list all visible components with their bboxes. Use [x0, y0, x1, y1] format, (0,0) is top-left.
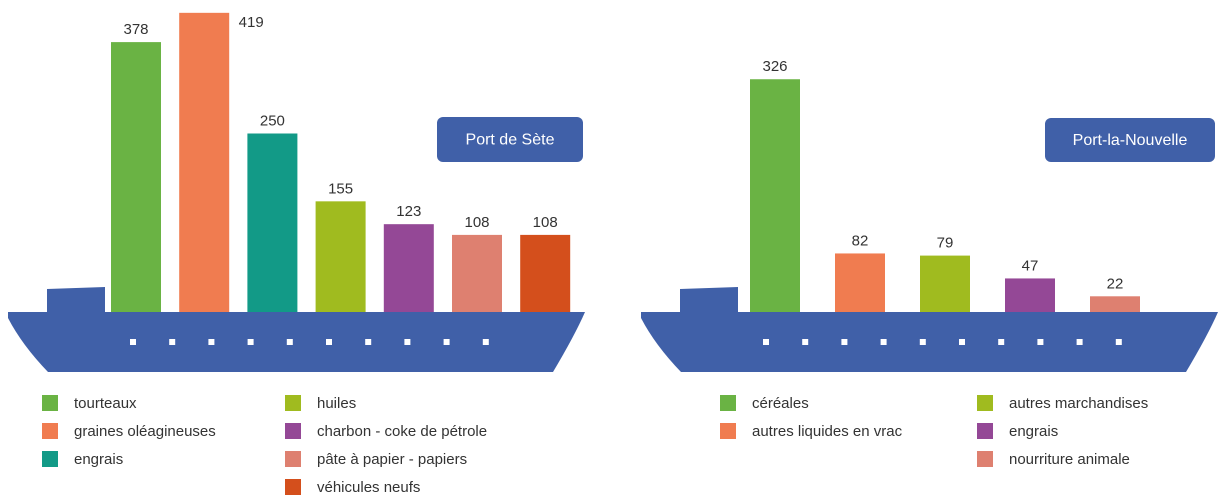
porthole: [365, 339, 372, 345]
value-label: 326: [762, 58, 787, 75]
legend-swatch: [42, 423, 58, 439]
value-label: 419: [239, 14, 264, 31]
bar: [835, 253, 885, 312]
bar: [920, 255, 970, 312]
legend-swatch: [42, 451, 58, 467]
legend-swatch: [977, 423, 993, 439]
legend-label: céréales: [752, 395, 809, 412]
legend-label: autres liquides en vrac: [752, 423, 903, 440]
legend-swatch: [977, 395, 993, 411]
legend-label: pâte à papier - papiers: [317, 451, 467, 468]
legend-swatch: [285, 423, 301, 439]
porthole: [286, 339, 293, 345]
value-label: 22: [1107, 275, 1124, 292]
legend-swatch: [285, 479, 301, 495]
title-box: [437, 117, 583, 162]
legend-swatch: [285, 395, 301, 411]
chart-title: Port-la-Nouvelle: [1073, 132, 1188, 149]
porthole: [443, 339, 450, 345]
porthole: [959, 339, 965, 345]
legend-swatch: [977, 451, 993, 467]
legend-label: tourteaux: [74, 395, 137, 412]
chart-title: Port de Sète: [466, 132, 555, 149]
legend-label: charbon - coke de pétrole: [317, 423, 487, 440]
legend-swatch: [285, 451, 301, 467]
bar: [750, 79, 800, 313]
legend-label: engrais: [1009, 423, 1058, 440]
porthole: [1076, 339, 1083, 345]
legend-label: autres marchandises: [1009, 395, 1148, 412]
porthole: [130, 339, 136, 345]
porthole: [169, 339, 176, 345]
porthole: [998, 339, 1005, 345]
bar: [1005, 278, 1055, 312]
value-label: 47: [1022, 257, 1039, 274]
legend-label: engrais: [74, 451, 123, 468]
legend-label: nourriture animale: [1009, 451, 1130, 468]
porthole: [880, 339, 887, 345]
porthole: [802, 339, 809, 345]
porthole: [247, 339, 254, 345]
porthole: [1037, 339, 1044, 345]
value-label: 108: [533, 214, 558, 231]
bar: [520, 234, 571, 312]
title-box: [1045, 118, 1215, 162]
porthole: [326, 339, 332, 345]
porthole: [208, 339, 215, 345]
value-label: 79: [937, 235, 954, 252]
ship-cabin: [47, 287, 105, 312]
porthole: [482, 339, 489, 345]
ship-hull: [8, 312, 585, 372]
bar: [1090, 296, 1140, 312]
porthole: [1115, 339, 1122, 345]
bar: [383, 224, 434, 312]
bar: [452, 234, 502, 312]
porthole: [763, 339, 769, 345]
legend-swatch: [42, 395, 58, 411]
bar: [315, 201, 366, 312]
value-label: 123: [396, 203, 421, 220]
value-label: 108: [464, 214, 489, 231]
legend-label: véhicules neufs: [317, 479, 420, 496]
bar: [111, 42, 161, 312]
porthole: [404, 339, 411, 345]
porthole: [841, 339, 848, 345]
value-label: 82: [852, 232, 869, 249]
legend-swatch: [720, 395, 736, 411]
legend-swatch: [720, 423, 736, 439]
value-label: 155: [328, 180, 353, 197]
value-label: 250: [260, 112, 285, 129]
ship-cabin: [680, 287, 738, 312]
legend-label: graines oléagineuses: [74, 423, 216, 440]
ship-hull: [641, 312, 1218, 372]
legend-label: huiles: [317, 395, 356, 412]
bar: [247, 133, 298, 312]
value-label: 378: [123, 21, 148, 38]
bar: [179, 12, 230, 313]
porthole: [919, 339, 926, 345]
